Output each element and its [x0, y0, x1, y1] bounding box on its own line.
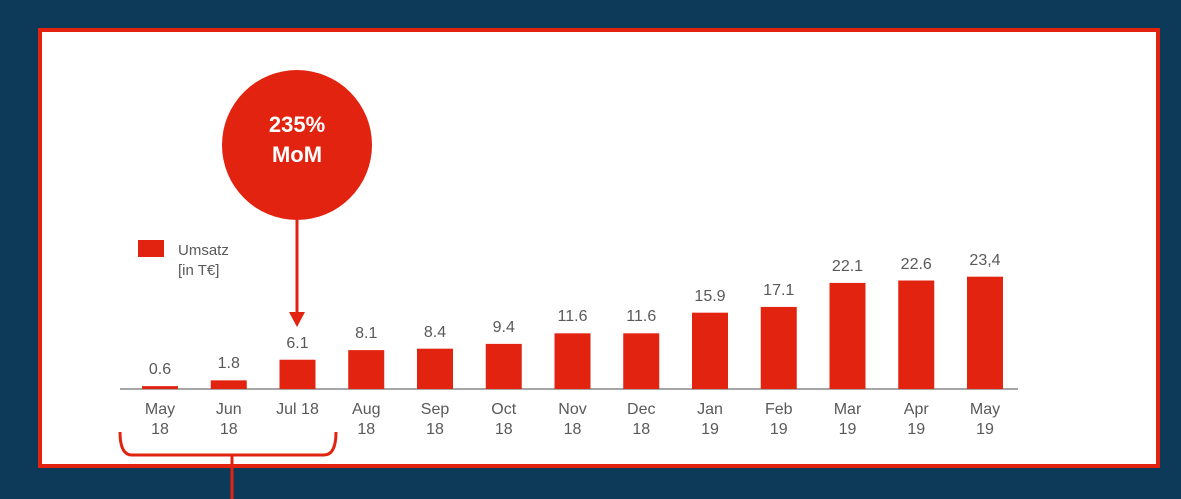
value-label: 8.4 [423, 323, 447, 341]
value-label: 9.4 [492, 318, 515, 336]
annotation-circle [222, 70, 372, 220]
legend-swatch [138, 240, 164, 257]
x-tick-label: Nov 18 [558, 401, 587, 438]
bar [829, 282, 866, 389]
bar [210, 380, 247, 389]
value-label: 11.6 [557, 308, 588, 326]
x-tick-label: Aug 18 [352, 401, 381, 438]
x-tick-label: Sep 18 [420, 401, 450, 438]
bar [898, 280, 935, 389]
bar [554, 333, 591, 389]
value-label: 17.1 [763, 281, 795, 299]
x-tick-label: Jan 19 [697, 401, 723, 438]
value-label: 11.6 [626, 308, 657, 326]
x-tick-label: Jul 18 [276, 401, 319, 418]
annotation: 235% MoM [268, 112, 326, 167]
bar [485, 343, 522, 389]
arrow-head [289, 312, 305, 327]
value-label: 23,4 [969, 251, 1001, 269]
value-label: 0.6 [148, 361, 172, 379]
x-tick-label: May 18 [144, 401, 176, 438]
x-tick-label: Mar 19 [833, 401, 862, 438]
bar [967, 276, 1003, 389]
bar [348, 350, 385, 389]
x-tick-label: Dec 18 [627, 401, 656, 438]
value-label: 6.1 [286, 334, 309, 352]
panel [38, 28, 1160, 468]
legend-label: Umsatz [in T€] [178, 242, 229, 279]
bar [692, 312, 728, 389]
bar [142, 386, 178, 389]
x-tick-label: Feb 19 [764, 401, 793, 438]
value-label: 15.9 [694, 287, 726, 305]
x-tick-label: Oct 18 [491, 401, 517, 438]
value-label: 8.1 [355, 325, 378, 343]
x-tick-label: Jun 18 [215, 401, 242, 438]
bar [279, 359, 316, 389]
x-tick-label: May 19 [969, 401, 1001, 438]
value-label: 22.6 [900, 255, 932, 273]
value-label: 1.8 [217, 355, 240, 373]
value-label: 22.1 [831, 257, 864, 275]
bracket [118, 431, 338, 457]
bar [623, 333, 660, 389]
x-tick-label: Apr 19 [903, 401, 929, 438]
bar [760, 306, 797, 389]
bar [417, 348, 453, 389]
